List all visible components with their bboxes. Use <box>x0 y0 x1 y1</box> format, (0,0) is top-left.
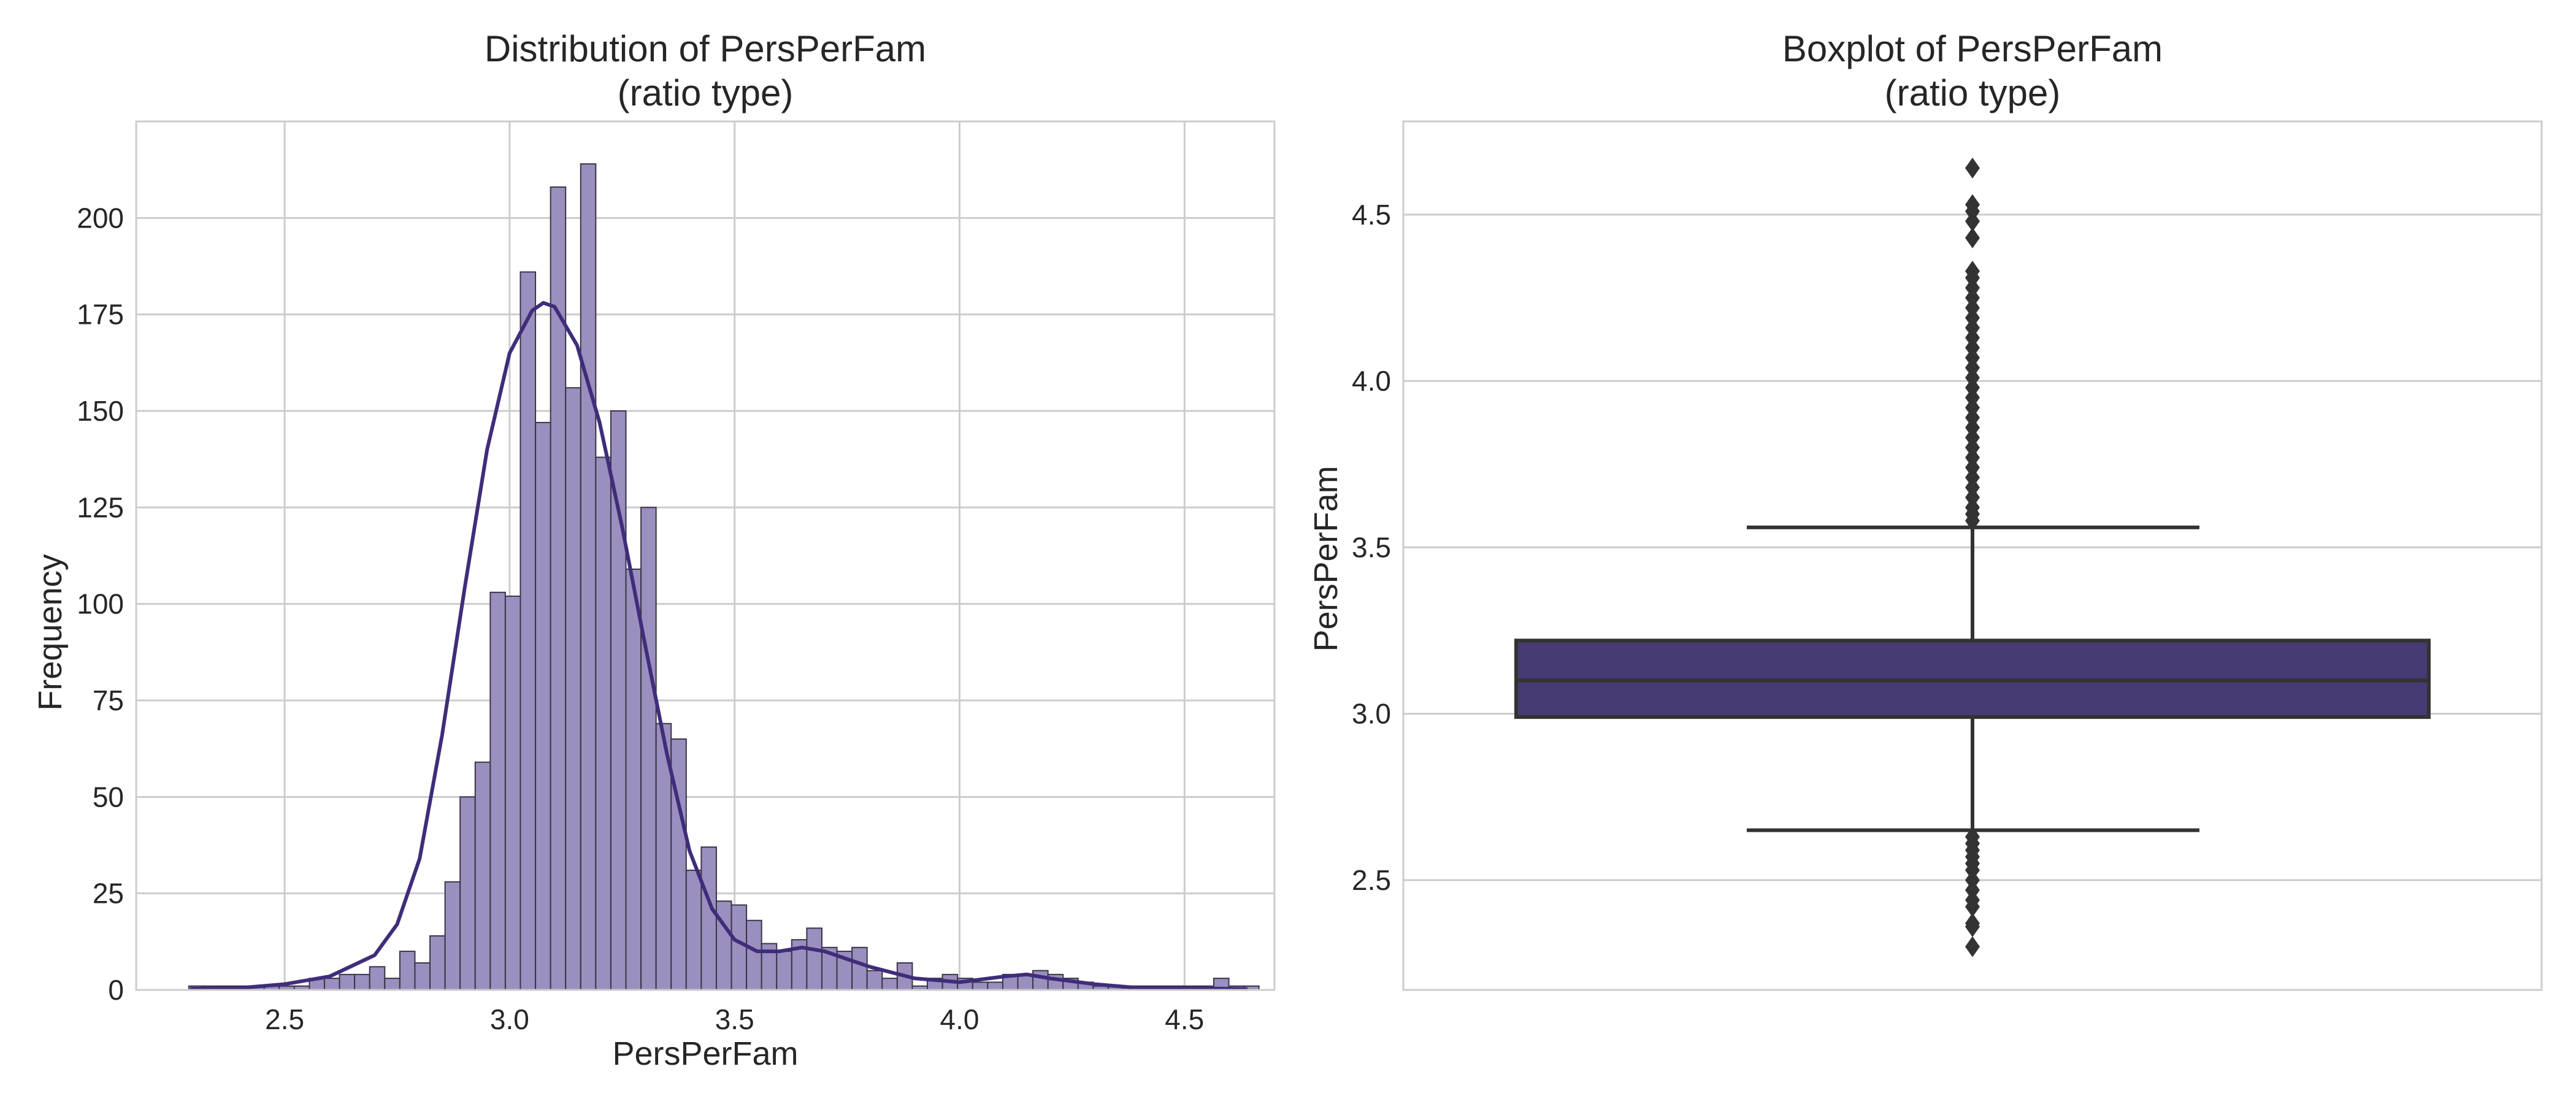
histogram-bar <box>640 507 657 991</box>
boxplot-y-tick-label: 4.0 <box>1352 365 1391 397</box>
histogram-bars <box>188 163 1260 991</box>
histogram-frame <box>135 120 1276 991</box>
histogram-x-tick-label: 4.5 <box>1165 1003 1204 1035</box>
histogram-y-tick-label: 200 <box>77 202 124 234</box>
histogram-bar <box>972 981 989 991</box>
histogram-bar <box>700 846 717 991</box>
histogram-x-tick-label: 4.0 <box>940 1003 979 1035</box>
histogram-x-tick-label: 3.5 <box>715 1003 754 1035</box>
histogram-bar <box>414 962 431 991</box>
histogram-x-axis-label: PersPerFam <box>612 1035 798 1072</box>
boxplot-y-tick-label: 4.5 <box>1352 199 1391 231</box>
histogram-bar <box>595 456 611 991</box>
histogram-bar <box>519 271 537 991</box>
histogram-bar <box>535 421 551 991</box>
histogram-bar <box>474 761 491 991</box>
histogram-x-ticks: 2.5 3.0 3.5 4.0 4.5 <box>265 1003 1204 1035</box>
histogram-bar <box>1032 970 1049 991</box>
outlier-point <box>1965 510 1980 532</box>
histogram-x-tick-label: 3.0 <box>490 1003 529 1035</box>
histogram-bar <box>429 935 446 991</box>
histogram-bar <box>504 596 521 991</box>
histogram-bar <box>339 973 356 991</box>
histogram-bar <box>746 919 762 991</box>
boxplot-body <box>1514 525 2431 832</box>
histogram-bar <box>1017 973 1034 991</box>
histogram-bar <box>384 978 401 991</box>
histogram-bar <box>369 966 386 991</box>
histogram-bar <box>354 973 370 991</box>
histogram-bar <box>881 978 898 991</box>
boxplot-y-axis-label: PersPerFam <box>1308 466 1344 651</box>
histogram-bar <box>580 163 597 991</box>
boxplot-panel: 2.5 3.0 3.5 4.0 4.5 Boxplot of PersPerFam (ra… <box>1308 28 2543 991</box>
boxplot-y-tick-label: 3.5 <box>1352 531 1391 563</box>
boxplot-y-tick-label: 3.0 <box>1352 698 1391 730</box>
histogram-x-tick-label: 2.5 <box>265 1003 304 1035</box>
boxplot-outliers <box>1965 157 1980 957</box>
histogram-bar <box>459 796 476 991</box>
histogram-bar <box>866 970 883 991</box>
histogram-bar <box>610 410 627 991</box>
histogram-y-tick-label: 25 <box>93 878 124 910</box>
boxplot-y-ticks: 2.5 3.0 3.5 4.0 4.5 <box>1352 199 1391 896</box>
outlier-point <box>1965 916 1980 937</box>
histogram-y-tick-label: 100 <box>77 588 124 620</box>
histogram-bar <box>625 569 642 991</box>
histogram-bar <box>776 951 792 991</box>
outlier-point <box>1965 227 1980 248</box>
histogram-y-tick-label: 75 <box>93 684 124 716</box>
histogram-y-ticks: 0 25 50 75 100 125 150 175 200 <box>77 202 124 1006</box>
boxplot-frame <box>1402 120 2543 991</box>
histogram-bar <box>730 904 748 991</box>
histogram-bar <box>851 946 868 991</box>
histogram-bar <box>715 900 732 991</box>
histogram-y-axis-label: Frequency <box>32 554 69 710</box>
histogram-bar <box>399 951 416 991</box>
histogram-y-tick-label: 150 <box>77 395 124 427</box>
histogram-bar <box>685 869 702 991</box>
histogram-title: Distribution of PersPerFam (ratio type) <box>485 28 926 113</box>
histogram-bar <box>987 981 1003 991</box>
histogram-y-tick-label: 175 <box>77 299 124 331</box>
histogram-bar <box>806 927 823 991</box>
boxplot-title: Boxplot of PersPerFam (ratio type) <box>1782 28 2163 113</box>
outlier-point <box>1965 157 1980 178</box>
histogram-y-tick-label: 0 <box>108 974 124 1006</box>
histogram-y-tick-label: 50 <box>93 781 124 813</box>
histogram-bar <box>565 387 581 991</box>
outlier-point <box>1965 210 1980 232</box>
kde-curve <box>190 301 1248 991</box>
histogram-bar <box>324 978 340 991</box>
histogram-bar <box>444 881 461 991</box>
histogram-bar <box>489 591 506 991</box>
histogram-panel: 2.5 3.0 3.5 4.0 4.5 0 25 50 75 100 125 150 175 200 D… <box>32 28 1276 1072</box>
histogram-y-tick-label: 125 <box>77 491 124 523</box>
outlier-point <box>1965 936 1980 957</box>
outlier-point <box>1965 896 1980 918</box>
boxplot-y-tick-label: 2.5 <box>1352 864 1391 896</box>
